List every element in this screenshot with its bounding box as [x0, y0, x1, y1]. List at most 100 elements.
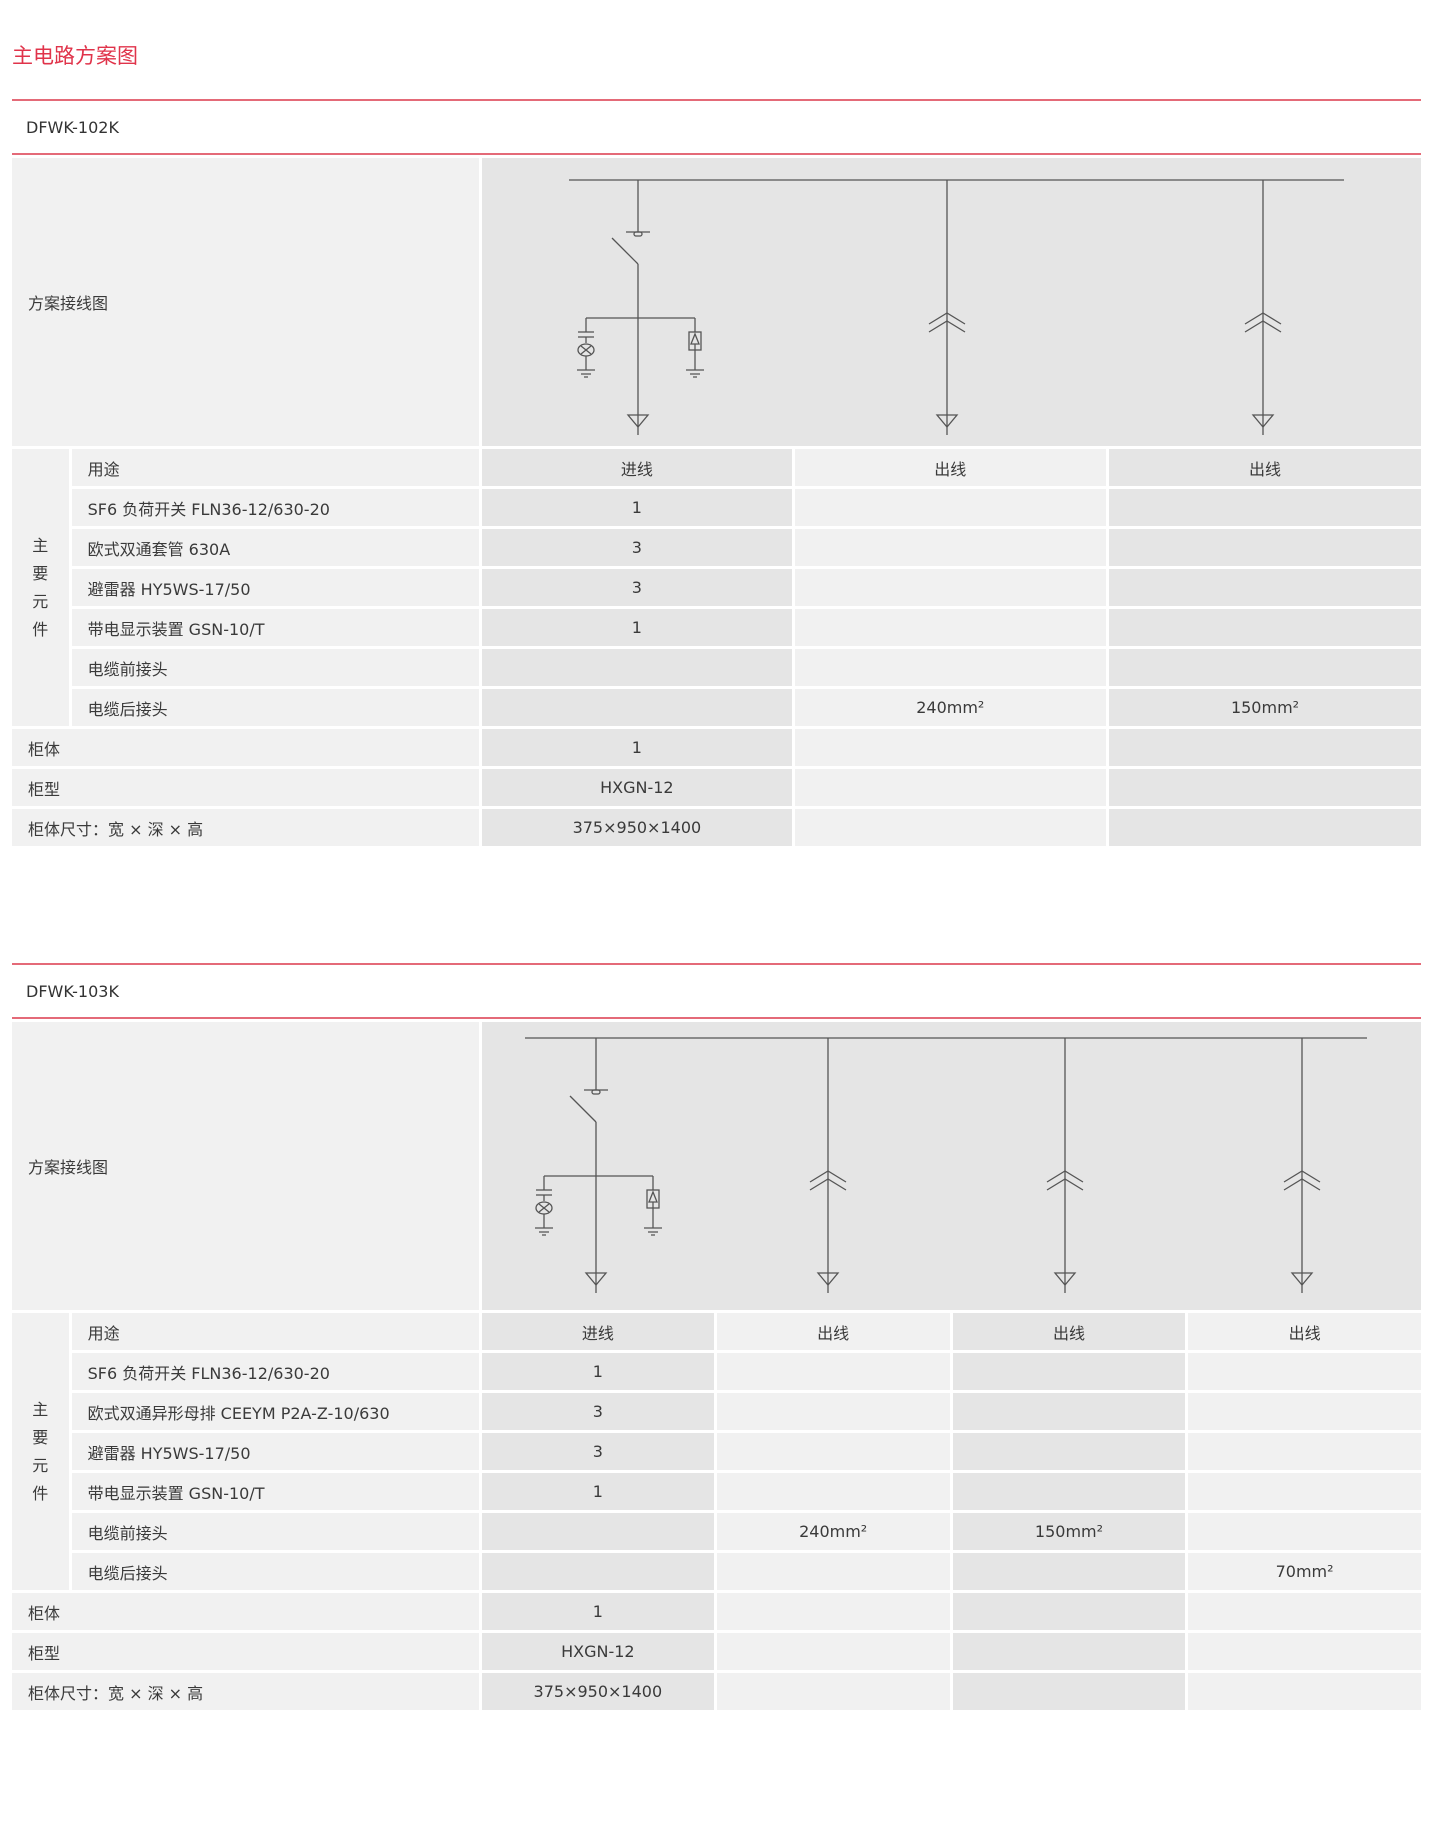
table-row: 电缆前接头 240mm² 150mm² [12, 1510, 1421, 1553]
bushing-connector-icon [809, 1170, 847, 1191]
live-indicator-icon [535, 1176, 554, 1236]
cell-value [791, 526, 1110, 569]
table-row: 欧式双通套管 630A 3 [12, 526, 1421, 569]
wiring-diagram [479, 1019, 1421, 1313]
outgoing-feeder-symbol [1244, 180, 1282, 435]
row-label: 电缆后接头 [70, 686, 483, 729]
cell-value: 出线 [1106, 446, 1421, 489]
cell-value [713, 1470, 953, 1513]
surge-arrester-icon [644, 1176, 663, 1236]
cell-value [1106, 806, 1421, 849]
row-label: 带电显示装置 GSN-10/T [70, 606, 483, 649]
row-label: 避雷器 HY5WS-17/50 [70, 566, 483, 609]
table-row: 柜型 HXGN-12 [12, 766, 1421, 809]
cell-value [713, 1350, 953, 1393]
cell-value [479, 646, 795, 689]
diagram-label-text: 方案接线图 [28, 1158, 109, 1177]
cell-value [1106, 726, 1421, 769]
row-label: 用途 [68, 446, 483, 489]
cell-value [791, 486, 1110, 529]
cell-value [713, 1590, 953, 1633]
cell-value [1106, 646, 1421, 689]
table-row: SF6 负荷开关 FLN36-12/630-20 1 [12, 1350, 1421, 1393]
row-label: 电缆前接头 [70, 646, 483, 689]
page-title: 主电路方案图 [12, 44, 138, 68]
row-label: 用途 [68, 1310, 483, 1353]
row-label: 柜型 [12, 1630, 483, 1673]
diagram-label: 方案接线图 [12, 1019, 483, 1313]
diagram-label-text: 方案接线图 [28, 294, 109, 313]
section-divider [12, 99, 1421, 101]
cell-value: 出线 [791, 446, 1110, 489]
cell-value [1106, 526, 1421, 569]
surge-arrester-icon [686, 318, 705, 378]
row-label: 柜体尺寸：宽 × 深 × 高 [12, 1670, 483, 1713]
row-label: 柜体 [12, 1590, 483, 1633]
cell-value [713, 1630, 953, 1673]
row-label: 柜体 [12, 726, 483, 769]
cell-value [949, 1550, 1189, 1593]
table-row: 欧式双通异形母排 CEEYM P2A-Z-10/630 3 [12, 1390, 1421, 1433]
diagram-label: 方案接线图 [12, 155, 483, 449]
cell-value: 1 [479, 1350, 717, 1393]
cell-value [479, 1550, 717, 1593]
cell-value [1185, 1630, 1421, 1673]
load-switch-icon [569, 1095, 597, 1123]
cell-value [949, 1430, 1189, 1473]
cell-value [713, 1670, 953, 1713]
row-label: SF6 负荷开关 FLN36-12/630-20 [70, 486, 483, 529]
cell-value: 出线 [1185, 1310, 1421, 1353]
cell-value: 375×950×1400 [479, 1670, 717, 1713]
cell-value: 240mm² [791, 686, 1110, 729]
section-divider [12, 963, 1421, 965]
cell-value [791, 726, 1110, 769]
outgoing-feeder-symbol [809, 1038, 847, 1293]
cell-value [949, 1390, 1189, 1433]
cell-value: 3 [479, 1390, 717, 1433]
table-row: 柜体 1 [12, 726, 1421, 769]
wiring-diagram-svg [569, 179, 1345, 435]
table-row: 电缆后接头 70mm² [12, 1550, 1421, 1593]
cell-value [949, 1350, 1189, 1393]
table-row: 避雷器 HY5WS-17/50 3 [12, 566, 1421, 609]
table-row: 带电显示装置 GSN-10/T 1 [12, 1470, 1421, 1513]
cell-value: 1 [479, 1470, 717, 1513]
bushing-connector-icon [1283, 1170, 1321, 1191]
cell-value: 70mm² [1185, 1550, 1421, 1593]
cell-value: 1 [479, 1590, 717, 1633]
bushing-connector-icon [928, 312, 966, 333]
cell-value [479, 686, 795, 729]
cell-value [791, 806, 1110, 849]
cell-value: 150mm² [949, 1510, 1189, 1553]
cell-value [949, 1670, 1189, 1713]
model-name: DFWK-102K [26, 118, 119, 137]
row-label: 电缆前接头 [70, 1510, 483, 1553]
group-label: 主要元件 [32, 535, 49, 639]
table-row: 柜型 HXGN-12 [12, 1630, 1421, 1673]
table-row: 带电显示装置 GSN-10/T 1 [12, 606, 1421, 649]
row-label: 电缆后接头 [70, 1550, 483, 1593]
wiring-diagram [479, 155, 1421, 449]
model-name: DFWK-103K [26, 982, 119, 1001]
scheme-table-102k: 方案接线图 主要元件 用途 进线 出线 出线 SF6 负荷开关 FLN36-12/630-2… [12, 155, 1421, 849]
outgoing-feeder-symbol [1283, 1038, 1321, 1293]
scheme-table-103k: 方案接线图 主要元件 用途 进线 出线 出线 出线 SF6 负荷开关 FLN36-12/630… [12, 1019, 1421, 1713]
cell-value: 3 [479, 566, 795, 609]
row-label: 带电显示装置 GSN-10/T [70, 1470, 483, 1513]
cell-value [949, 1470, 1189, 1513]
row-label: 避雷器 HY5WS-17/50 [70, 1430, 483, 1473]
cell-value [1185, 1510, 1421, 1553]
bushing-connector-icon [1046, 1170, 1084, 1191]
incoming-feeder-symbol [577, 180, 705, 435]
cell-value [479, 1510, 717, 1553]
table-row: 柜体尺寸：宽 × 深 × 高 375×950×1400 [12, 1670, 1421, 1713]
cell-value [1185, 1470, 1421, 1513]
cell-value [949, 1590, 1189, 1633]
group-label-cell: 主要元件 [12, 446, 72, 729]
earth-switch-icon [584, 1089, 609, 1095]
group-label-cell: 主要元件 [12, 1310, 72, 1593]
cell-value: 出线 [949, 1310, 1189, 1353]
table-row: 主要元件 用途 进线 出线 出线 [12, 446, 1421, 729]
cell-value: 375×950×1400 [479, 806, 795, 849]
cell-value [949, 1630, 1189, 1673]
